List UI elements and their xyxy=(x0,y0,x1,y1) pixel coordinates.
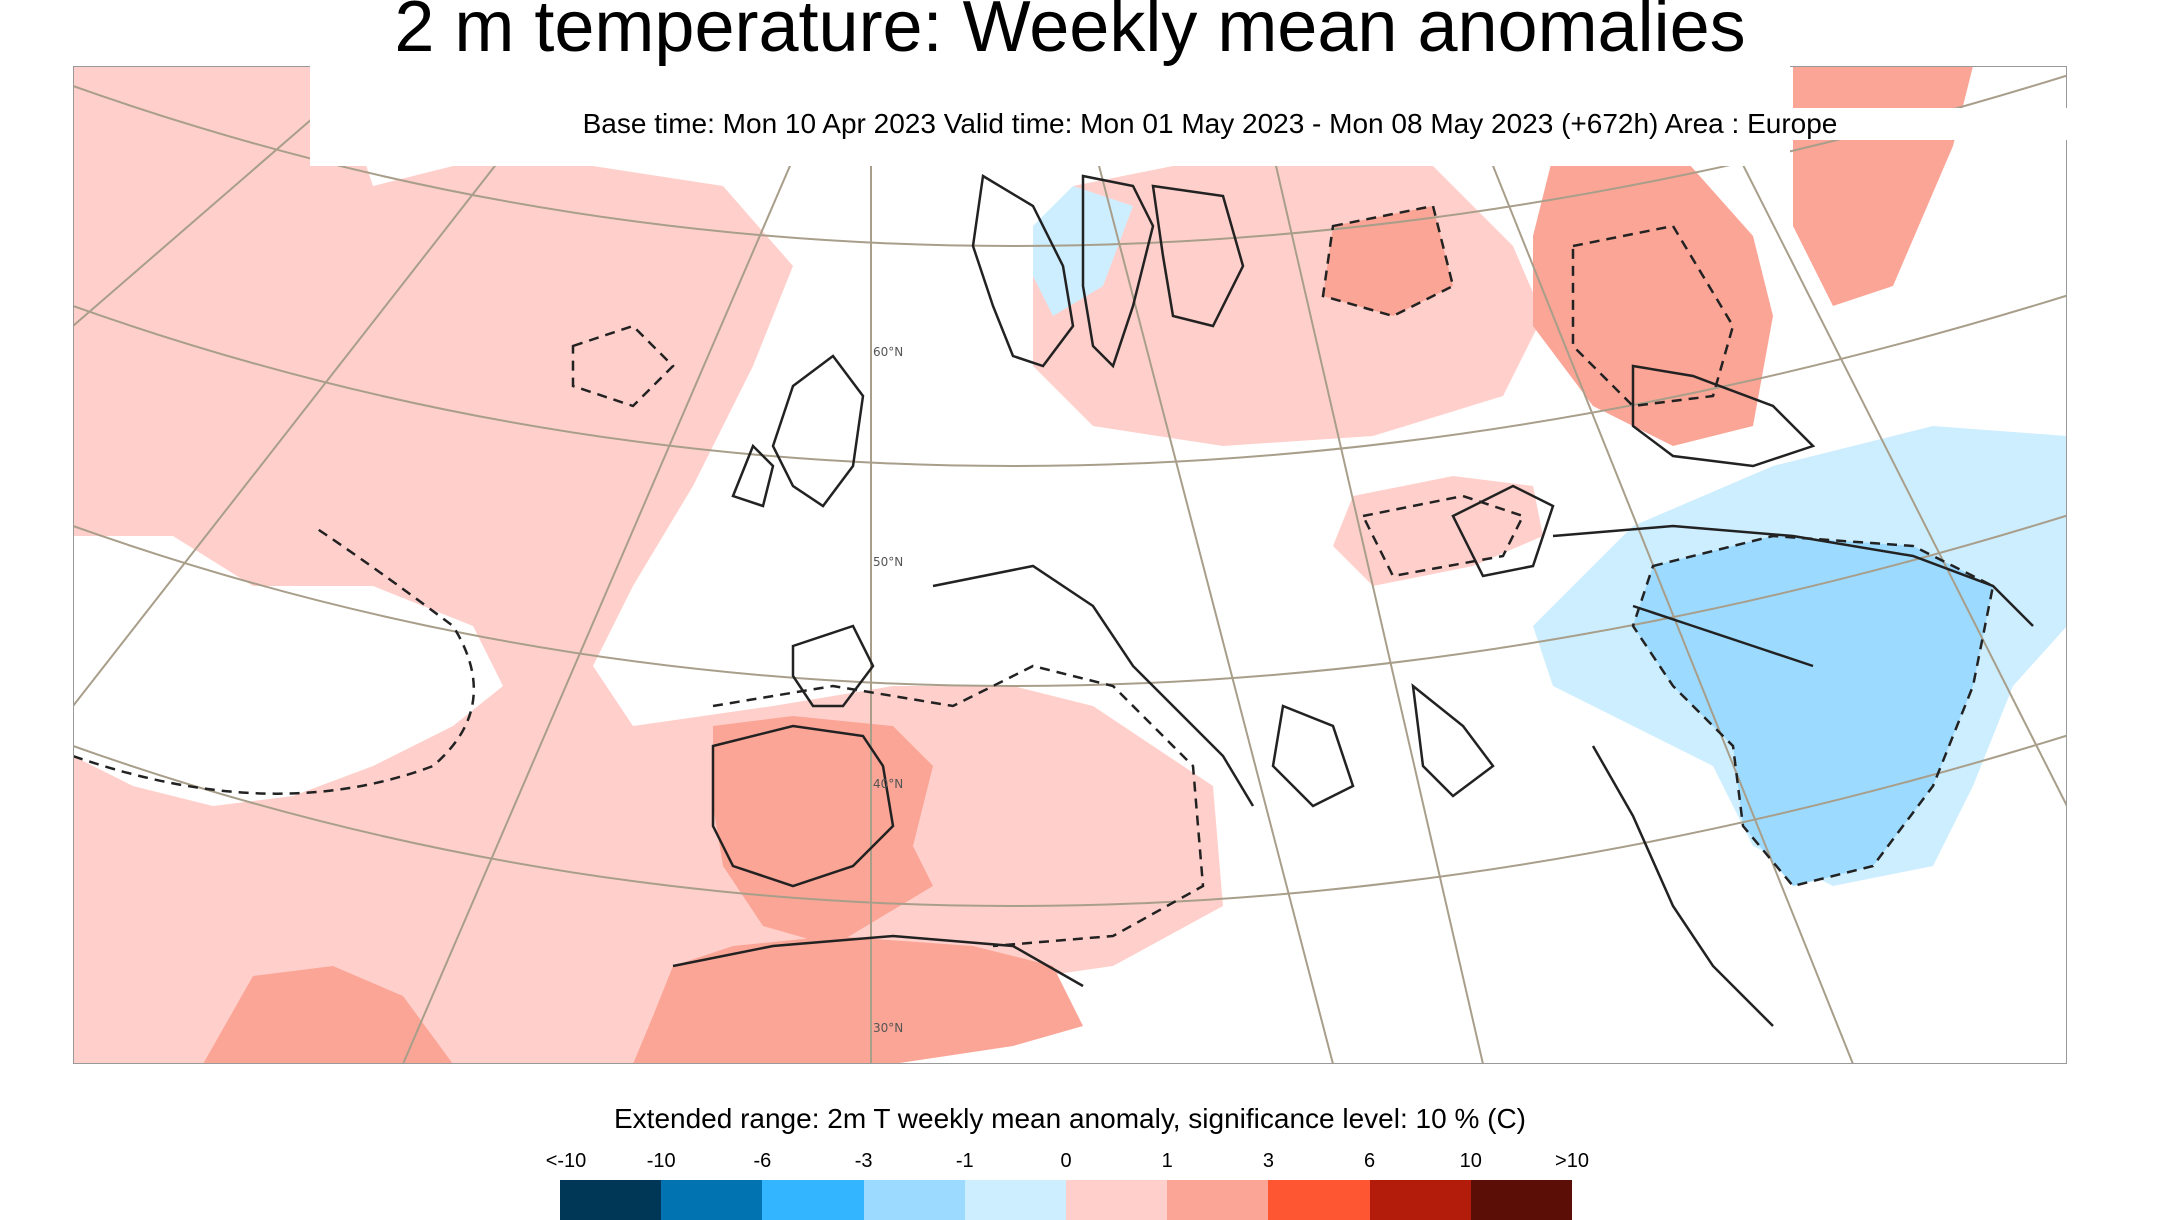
latitude-label-50n: 50°N xyxy=(873,555,903,569)
legend-swatch xyxy=(1268,1180,1370,1220)
legend-tick-label: -6 xyxy=(753,1150,772,1172)
legend-swatch xyxy=(863,1180,965,1220)
legend-tick-label: 3 xyxy=(1262,1150,1274,1172)
latitude-label-60n: 60°N xyxy=(873,345,903,359)
latitude-label-30n: 30°N xyxy=(873,1021,903,1035)
legend-swatch xyxy=(1369,1180,1471,1220)
map-title: 2 m temperature: Weekly mean anomalies xyxy=(394,0,1746,67)
legend-swatch xyxy=(762,1180,864,1220)
warm-core-baltic xyxy=(1323,206,1453,316)
latitude-label-40n: 40°N xyxy=(873,777,903,791)
legend-swatch xyxy=(661,1180,763,1220)
legend-tick-label: -1 xyxy=(955,1150,974,1172)
legend-tick-label: -3 xyxy=(854,1150,873,1172)
warm-core-atlantic-south xyxy=(203,966,453,1064)
legend-swatch xyxy=(1167,1180,1269,1220)
warm-core-iberia xyxy=(713,716,933,946)
legend-tick-label: >10 xyxy=(1555,1150,1589,1172)
warm-core-north-africa xyxy=(633,936,1083,1064)
legend-tick-label: -10 xyxy=(646,1150,676,1172)
color-legend: <-10 -10 -6 -3 -1 0 1 3 6 10 >10 xyxy=(546,1150,1589,1220)
legend-swatch xyxy=(964,1180,1066,1220)
legend-tick-label: 6 xyxy=(1364,1150,1376,1172)
legend-swatch xyxy=(560,1180,662,1220)
temperature-anomaly-map: 60°N 50°N 40°N 30°N xyxy=(73,66,2067,1064)
legend-tick-label: 1 xyxy=(1161,1150,1173,1172)
legend-tick-label: <-10 xyxy=(545,1150,587,1172)
significance-contours xyxy=(73,204,1995,948)
legend-tick-label: 0 xyxy=(1060,1150,1072,1172)
legend-swatch xyxy=(1066,1180,1168,1220)
legend-tick-label: 10 xyxy=(1459,1150,1482,1172)
map-subtitle: Base time: Mon 10 Apr 2023 Valid time: M… xyxy=(310,108,2110,140)
legend-swatch xyxy=(1470,1180,1572,1220)
legend-title: Extended range: 2m T weekly mean anomaly… xyxy=(613,1103,1526,1134)
cold-core-turkey-levant xyxy=(1633,536,1993,886)
coastlines xyxy=(672,173,2034,1027)
warm-core-russia xyxy=(1533,146,1773,446)
